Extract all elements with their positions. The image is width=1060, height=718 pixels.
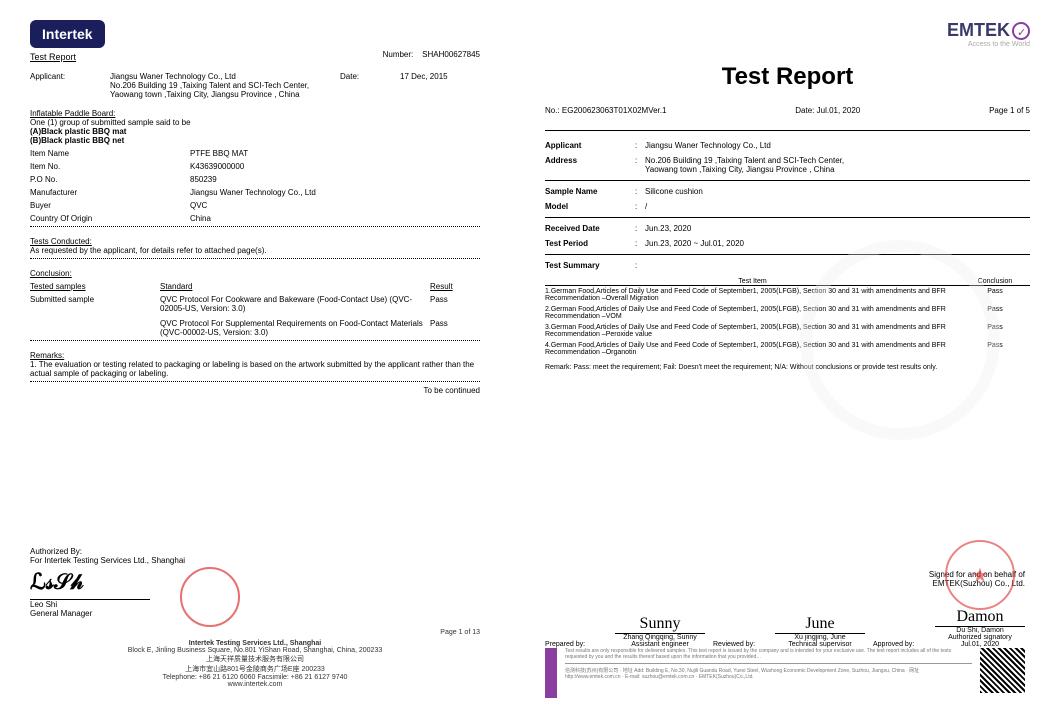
mfr-value: Jiangsu Waner Technology Co., Ltd <box>190 188 316 197</box>
itemno-value: K43639000000 <box>190 162 244 171</box>
purple-bar <box>545 648 557 698</box>
intertek-logo: Intertek <box>30 20 105 48</box>
addr-v2: Yaowang town ,Taixing City, Jiangsu Prov… <box>645 165 835 174</box>
rev-sig: June <box>775 615 865 633</box>
appr-name: Du Shi, Damon <box>935 627 1025 634</box>
recv-v: Jun.23, 2020 <box>645 224 1030 233</box>
stamp-icon: ★ <box>945 540 1015 610</box>
std2: QVC Protocol For Supplemental Requiremen… <box>160 319 430 337</box>
th-result: Result <box>430 282 480 291</box>
foot3: 上海天祥质量技术服务有限公司 <box>30 654 480 664</box>
prep-title: Assistant engineer <box>615 641 705 648</box>
group-line: One (1) group of submitted sample said t… <box>30 118 480 127</box>
appr-title: Authorized signatory <box>935 634 1025 641</box>
logo-tag: Access to the World <box>545 41 1030 48</box>
signature-block: Signed for and on behalf ofEMTEK(Suzhou)… <box>545 570 1025 648</box>
conclusion-label: Conclusion: <box>30 269 480 278</box>
fine2: 信测科技(苏州)有限公司 · 地址 Add: Building E, No.30… <box>565 667 972 680</box>
sample-b: (B)Black plastic BBQ net <box>30 136 480 145</box>
period-v: Jun.23, 2020 ~ Jul.01, 2020 <box>645 239 1030 248</box>
watermark-icon <box>800 240 1000 440</box>
left-footer: Page 1 of 13 Intertek Testing Services L… <box>30 629 480 688</box>
appr-date: Jul.01, 2020 <box>935 641 1025 648</box>
coo-value: China <box>190 214 211 223</box>
rev-name: Xu jingjing, June <box>775 634 865 641</box>
mfr-label: Manufacturer <box>30 188 190 197</box>
foot1: Intertek Testing Services Ltd., Shanghai <box>30 640 480 647</box>
addr-v1: No.206 Building 19 ,Taixing Talent and S… <box>645 156 844 165</box>
tbc: To be continued <box>30 386 480 395</box>
buyer-value: QVC <box>190 201 207 210</box>
appr-label: Approved by: <box>865 641 935 648</box>
auth-for: For Intertek Testing Services Ltd., Shan… <box>30 556 185 565</box>
remarks-text: 1. The evaluation or testing related to … <box>30 360 480 378</box>
model-v: / <box>645 202 1030 211</box>
stamp-icon <box>180 567 240 627</box>
qr-icon <box>980 648 1025 693</box>
authorization-block: Authorized By: For Intertek Testing Serv… <box>30 547 185 618</box>
page-value-r: Page 1 of 5 <box>989 106 1030 115</box>
po-label: P.O No. <box>30 175 190 184</box>
intertek-report: Intertek Test Report Number: SHAH0062784… <box>0 0 510 718</box>
res1: Pass <box>430 295 480 313</box>
res2: Pass <box>430 319 480 337</box>
signature: ℒ𝓈𝒮𝒽 <box>30 569 185 595</box>
emtek-report: EMTEK✓ Access to the World Test Report N… <box>510 0 1060 718</box>
infl-label: Inflatable Paddle Board: <box>30 109 480 118</box>
right-footer: Test results are only responsible for de… <box>545 648 1025 698</box>
foot2: Block E, Jinling Business Square, No.801… <box>30 647 480 654</box>
sample-v: Silicone cushion <box>645 187 1030 196</box>
buyer-label: Buyer <box>30 201 190 210</box>
prep-sig: Sunny <box>615 615 705 633</box>
signer-title: General Manager <box>30 609 185 618</box>
prep-name: Zhang Qingqing, Sunny <box>615 634 705 641</box>
tests-conducted-label: Tests Conducted: <box>30 237 480 246</box>
coo-label: Country Of Origin <box>30 214 190 223</box>
itemname-label: Item Name <box>30 149 190 158</box>
rev-title: Technical supervisor <box>775 641 865 648</box>
std1: QVC Protocol For Cookware and Bakeware (… <box>160 295 430 313</box>
addr-line1: No.206 Building 19 ,Taixing Talent and S… <box>110 81 480 90</box>
applicant-value: Jiangsu Waner Technology Co., Ltd <box>110 72 340 81</box>
date-value-r: Jul.01, 2020 <box>817 106 861 115</box>
report-title: Test Report <box>545 63 1030 91</box>
number-label: Number: <box>383 50 414 59</box>
emtek-logo: EMTEK✓ Access to the World <box>545 20 1030 48</box>
appr-sig: Damon <box>935 608 1025 626</box>
foot6: www.intertek.com <box>30 681 480 688</box>
addr-line2: Yaowang town ,Taixing City, Jiangsu Prov… <box>110 90 480 99</box>
date-value: 17 Dec, 2015 <box>400 72 480 81</box>
tests-line: As requested by the applicant, for detai… <box>30 246 480 255</box>
foot4: 上海市宜山路801号金陵商务广场E座 200233 <box>30 664 480 674</box>
po-value: 850239 <box>190 175 217 184</box>
applicant-v: Jiangsu Waner Technology Co., Ltd <box>645 141 1030 150</box>
test-report-label: Test Report <box>30 52 105 62</box>
header-meta: No.: EG200623063T01X02MVer.1 Date: Jul.0… <box>545 106 1030 115</box>
itemno-label: Item No. <box>30 162 190 171</box>
itemname-value: PTFE BBQ MAT <box>190 149 248 158</box>
fine1: Test results are only responsible for de… <box>565 648 972 660</box>
th-samples: Tested samples <box>30 282 160 291</box>
number-value: SHAH00627845 <box>422 50 480 59</box>
th-standard: Standard <box>160 282 430 291</box>
remarks-label: Remarks: <box>30 351 480 360</box>
auth-by: Authorized By: <box>30 547 185 556</box>
no-value: EG200623063T01X02MVer.1 <box>562 106 667 115</box>
date-label: Date: <box>340 72 400 81</box>
sample-sub: Submitted sample <box>30 295 160 313</box>
rev-label: Reviewed by: <box>705 641 775 648</box>
sample-a: (A)Black plastic BBQ mat <box>30 127 480 136</box>
prep-label: Prepared by: <box>545 641 615 648</box>
signer-name: Leo Shi <box>30 600 185 609</box>
applicant-label: Applicant: <box>30 72 110 81</box>
foot5: Telephone: +86 21 6120 6060 Facsimile: +… <box>30 674 480 681</box>
page-indicator: Page 1 of 13 <box>30 629 480 636</box>
